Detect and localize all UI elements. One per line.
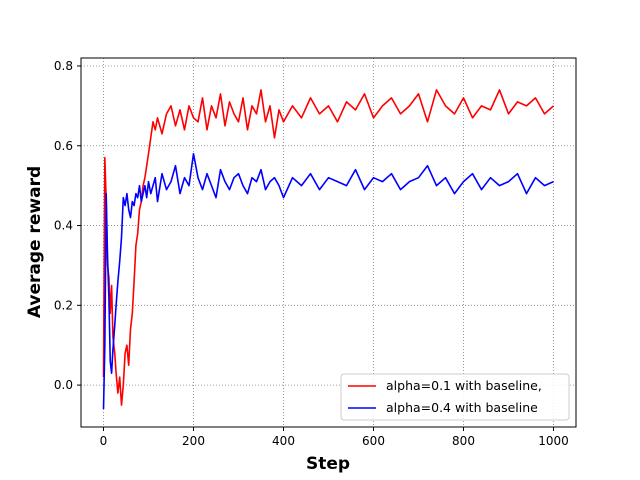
y-axis-label: Average reward: [25, 166, 45, 318]
plot-frame: [80, 57, 577, 428]
series-line-2: [102, 152, 554, 410]
x-tick-label: 400: [272, 434, 295, 448]
y-tick-label: 0.4: [54, 219, 73, 233]
x-axis-ticks: 0 200 400 600 800 1000: [100, 427, 569, 448]
series-line-1: [102, 89, 555, 406]
x-tick-label: 600: [362, 434, 385, 448]
series-layer: [102, 89, 555, 410]
legend-box: [340, 373, 570, 421]
y-tick-label: 0.0: [54, 378, 73, 392]
x-tick-label: 1000: [538, 434, 569, 448]
y-axis-ticks: 0.0 0.2 0.4 0.6 0.8: [54, 59, 81, 392]
legend-label-series-2: alpha=0.4 with baseline: [386, 400, 538, 415]
grid: [81, 58, 576, 427]
x-tick-label: 800: [452, 434, 475, 448]
legend: alpha=0.1 with baseline, alpha=0.4 with …: [340, 373, 570, 421]
legend-label-series-1: alpha=0.1 with baseline,: [386, 378, 542, 393]
y-tick-label: 0.2: [54, 298, 73, 312]
y-tick-label: 0.8: [54, 59, 73, 73]
x-tick-label: 200: [182, 434, 205, 448]
y-tick-label: 0.6: [54, 139, 73, 153]
x-tick-label: 0: [100, 434, 108, 448]
x-axis-label: Step: [306, 454, 350, 474]
